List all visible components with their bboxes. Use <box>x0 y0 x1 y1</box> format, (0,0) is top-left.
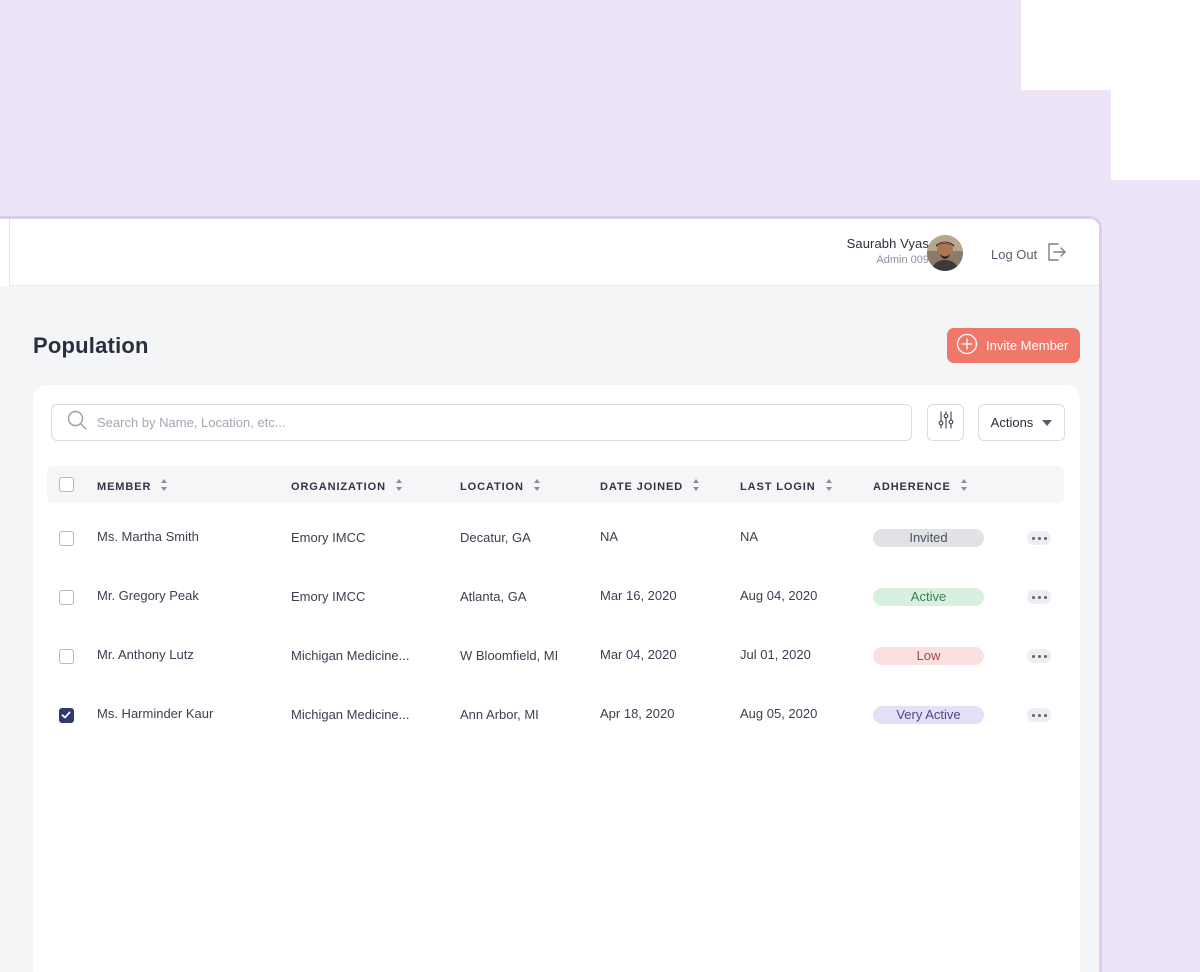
column-header-location[interactable]: LOCATION <box>460 478 541 495</box>
row-checkbox[interactable] <box>59 649 74 664</box>
search-input[interactable] <box>97 415 877 430</box>
plus-circle-icon <box>956 333 978 358</box>
more-options-button[interactable] <box>1027 531 1051 545</box>
last-login: Jul 01, 2020 <box>740 647 811 662</box>
search-icon <box>67 410 87 435</box>
location: Ann Arbor, MI <box>460 707 539 722</box>
page-title: Population <box>33 333 149 358</box>
location: Decatur, GA <box>460 530 531 545</box>
actions-label: Actions <box>990 415 1034 430</box>
column-label: ORGANIZATION <box>291 480 386 493</box>
column-header-organization[interactable]: ORGANIZATION <box>291 478 403 495</box>
sort-icon <box>825 478 833 495</box>
sort-icon <box>533 478 541 495</box>
organization: Emory IMCC <box>291 589 366 604</box>
last-login: Aug 05, 2020 <box>740 706 818 721</box>
row-checkbox-checked[interactable] <box>59 708 74 723</box>
more-options-button[interactable] <box>1027 649 1051 663</box>
location: W Bloomfield, MI <box>460 648 559 663</box>
select-all-checkbox[interactable] <box>59 477 74 492</box>
avatar[interactable] <box>927 235 963 271</box>
more-options-button[interactable] <box>1027 590 1051 604</box>
filter-button[interactable] <box>927 404 964 441</box>
last-login: Aug 04, 2020 <box>740 588 818 603</box>
table-row[interactable]: Ms. Martha Smith Emory IMCC Decatur, GA … <box>33 518 1080 558</box>
user-role: Admin 009 <box>876 254 929 266</box>
last-login: NA <box>740 529 759 544</box>
date-joined: Mar 16, 2020 <box>600 588 677 603</box>
search-box <box>51 404 912 441</box>
sidebar-edge <box>0 219 10 286</box>
logout-button[interactable]: Log Out <box>991 241 1067 268</box>
date-joined: Mar 04, 2020 <box>600 647 677 662</box>
sort-icon <box>160 478 168 495</box>
status-badge: Active <box>873 588 984 606</box>
member-name: Mr. Gregory Peak <box>97 588 199 603</box>
column-header-date-joined[interactable]: DATE JOINED <box>600 478 700 495</box>
status-badge: Invited <box>873 529 984 547</box>
column-label: ADHERENCE <box>873 480 951 493</box>
column-header-adherence[interactable]: ADHERENCE <box>873 478 968 495</box>
background-corner <box>1021 0 1200 90</box>
more-options-button[interactable] <box>1027 708 1051 722</box>
row-checkbox[interactable] <box>59 531 74 546</box>
date-joined: NA <box>600 529 619 544</box>
invite-member-button[interactable]: Invite Member <box>947 328 1080 363</box>
column-header-member[interactable]: MEMBER <box>97 478 168 495</box>
location: Atlanta, GA <box>460 589 527 604</box>
member-name: Ms. Harminder Kaur <box>97 706 214 721</box>
organization: Michigan Medicine... <box>291 648 410 663</box>
column-label: LOCATION <box>460 480 524 493</box>
sliders-icon <box>937 411 955 434</box>
table-row[interactable]: Ms. Harminder Kaur Michigan Medicine... … <box>33 695 1080 735</box>
column-label: DATE JOINED <box>600 480 684 493</box>
logout-label: Log Out <box>991 247 1038 262</box>
organization: Michigan Medicine... <box>291 707 410 722</box>
logout-icon <box>1045 241 1067 268</box>
column-label: LAST LOGIN <box>740 480 816 493</box>
top-bar: Saurabh Vyas Admin 009 Log Out <box>0 219 1099 286</box>
date-joined: Apr 18, 2020 <box>600 706 675 721</box>
caret-down-icon <box>1042 415 1053 430</box>
user-name: Saurabh Vyas <box>846 236 929 251</box>
background-corner <box>1111 90 1200 180</box>
invite-member-label: Invite Member <box>986 338 1069 353</box>
status-badge: Very Active <box>873 706 984 724</box>
row-checkbox[interactable] <box>59 590 74 605</box>
actions-dropdown[interactable]: Actions <box>978 404 1065 441</box>
member-name: Ms. Martha Smith <box>97 529 199 544</box>
sort-icon <box>395 478 403 495</box>
table-row[interactable]: Mr. Anthony Lutz Michigan Medicine... W … <box>33 636 1080 676</box>
sort-icon <box>960 478 968 495</box>
column-header-last-login[interactable]: LAST LOGIN <box>740 478 833 495</box>
status-badge: Low <box>873 647 984 665</box>
table-row[interactable]: Mr. Gregory Peak Emory IMCC Atlanta, GA … <box>33 577 1080 617</box>
column-label: MEMBER <box>97 480 152 493</box>
member-name: Mr. Anthony Lutz <box>97 647 194 662</box>
organization: Emory IMCC <box>291 530 366 545</box>
user-info: Saurabh Vyas Admin 009 <box>847 236 929 266</box>
sort-icon <box>692 478 700 495</box>
population-card: Actions MEMBER ORGANIZATION LOCATION DAT… <box>33 385 1080 972</box>
app-window: Saurabh Vyas Admin 009 Log Out <box>0 216 1102 972</box>
table-header: MEMBER ORGANIZATION LOCATION DATE JOINED… <box>47 466 1064 503</box>
